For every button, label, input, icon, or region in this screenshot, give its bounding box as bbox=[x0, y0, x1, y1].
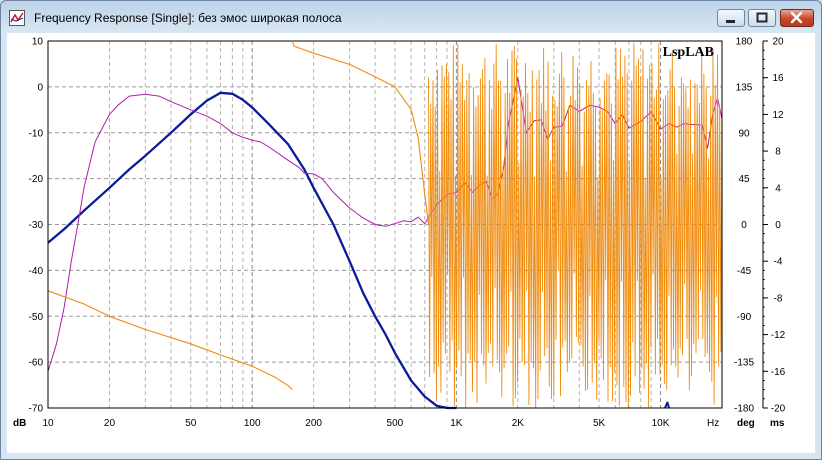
y-tick-label-db: -20 bbox=[29, 174, 44, 185]
y-tick-label-ms: -4 bbox=[774, 257, 783, 268]
unit-label-ms: ms bbox=[770, 418, 785, 429]
window-title: Frequency Response [Single]: без эмос ши… bbox=[34, 11, 342, 25]
close-icon bbox=[790, 11, 803, 24]
maximize-icon bbox=[756, 12, 768, 23]
y-tick-label-ms: 0 bbox=[775, 220, 781, 231]
y-tick-label-db: -30 bbox=[29, 220, 44, 231]
x-tick-label: 5K bbox=[593, 418, 606, 429]
y-tick-label-deg: 45 bbox=[738, 174, 750, 185]
series-line-db-1 bbox=[663, 401, 670, 409]
y-tick-label-ms: -16 bbox=[771, 367, 786, 378]
x-tick-label: 10K bbox=[652, 418, 670, 429]
y-tick-label-db: -60 bbox=[29, 358, 44, 369]
x-tick-label: 1K bbox=[450, 418, 463, 429]
unit-label-hz: Hz bbox=[707, 418, 719, 429]
maximize-button[interactable] bbox=[748, 9, 776, 27]
x-tick-label: 50 bbox=[185, 418, 197, 429]
y-tick-label-deg: -180 bbox=[734, 404, 754, 415]
y-tick-label-db: -10 bbox=[29, 128, 44, 139]
y-tick-label-deg: -135 bbox=[734, 358, 754, 369]
y-tick-label-ms: 20 bbox=[772, 37, 784, 48]
y-tick-label-ms: 8 bbox=[775, 147, 781, 158]
y-tick-label-ms: -20 bbox=[771, 404, 786, 415]
title-bar[interactable]: Frequency Response [Single]: без эмос ши… bbox=[1, 1, 821, 35]
y-tick-label-deg: 0 bbox=[741, 220, 747, 231]
y-tick-label-db: 10 bbox=[32, 37, 44, 48]
minimize-icon bbox=[726, 20, 735, 23]
curves bbox=[47, 41, 723, 410]
plot-frame bbox=[47, 40, 723, 409]
unit-label-db: dB bbox=[13, 418, 26, 429]
watermark: LspLAB bbox=[663, 45, 714, 60]
y-tick-label-ms: -12 bbox=[771, 330, 786, 341]
x-tick-label: 500 bbox=[387, 418, 404, 429]
y-tick-label-deg: 135 bbox=[736, 82, 753, 93]
x-tick-label: 2K bbox=[512, 418, 525, 429]
y-tick-label-ms: 4 bbox=[775, 183, 781, 194]
y-tick-label-db: -40 bbox=[29, 266, 44, 277]
y-tick-label-db: -70 bbox=[29, 404, 44, 415]
x-tick-label: 200 bbox=[305, 418, 322, 429]
y-tick-label-deg: -45 bbox=[737, 266, 752, 277]
y-tick-label-ms: 16 bbox=[772, 73, 784, 84]
minimize-button[interactable] bbox=[717, 9, 745, 27]
y-tick-label-ms: 12 bbox=[772, 110, 784, 121]
y-tick-label-db: -50 bbox=[29, 312, 44, 323]
app-icon bbox=[9, 10, 25, 26]
series-line-deg-3 bbox=[47, 41, 430, 390]
y-tick-label-deg: 90 bbox=[738, 128, 750, 139]
unit-label-deg: deg bbox=[737, 418, 755, 429]
y-tick-label-deg: 180 bbox=[736, 37, 753, 48]
y-tick-label-db: 0 bbox=[37, 82, 43, 93]
series-line-db-0 bbox=[47, 91, 457, 410]
x-tick-label: 20 bbox=[104, 418, 116, 429]
axis-ticks: 100-10-20-30-40-50-60-7018013590450-45-9… bbox=[13, 37, 786, 430]
close-button[interactable] bbox=[780, 9, 814, 27]
y-tick-label-deg: -90 bbox=[737, 312, 752, 323]
y-tick-label-ms: -8 bbox=[774, 293, 783, 304]
x-tick-label: 10 bbox=[42, 418, 54, 429]
series-line-deg-4 bbox=[428, 42, 723, 408]
x-tick-label: 100 bbox=[244, 418, 261, 429]
